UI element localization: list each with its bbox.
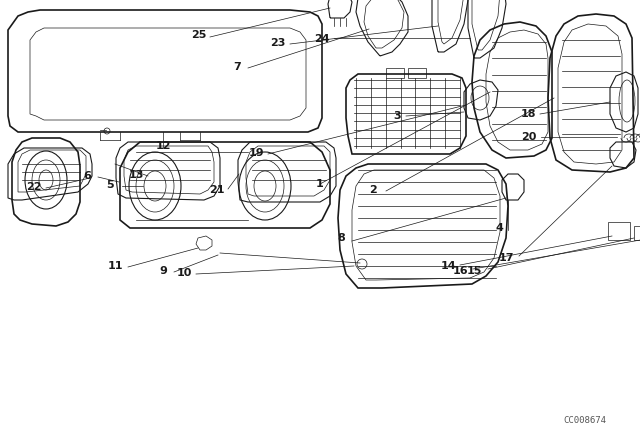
Text: CC008674: CC008674 bbox=[563, 415, 607, 425]
Text: 21: 21 bbox=[209, 185, 225, 195]
Bar bbox=[408, 68, 426, 78]
Text: 14: 14 bbox=[440, 261, 456, 271]
Text: 7: 7 bbox=[233, 62, 241, 72]
Text: 9: 9 bbox=[159, 266, 167, 276]
Text: 13: 13 bbox=[128, 170, 144, 180]
Text: 18: 18 bbox=[520, 109, 536, 119]
Text: 19: 19 bbox=[248, 148, 264, 158]
Text: 17: 17 bbox=[499, 253, 514, 263]
Text: 2: 2 bbox=[369, 185, 377, 195]
Text: 6: 6 bbox=[83, 171, 91, 181]
Text: 11: 11 bbox=[108, 261, 123, 271]
Bar bbox=[608, 222, 630, 240]
Text: 23: 23 bbox=[270, 38, 285, 48]
Text: 3: 3 bbox=[393, 111, 401, 121]
Text: 5: 5 bbox=[106, 180, 114, 190]
Text: 24: 24 bbox=[314, 34, 330, 44]
Text: 1: 1 bbox=[316, 179, 324, 189]
Text: 12: 12 bbox=[156, 141, 171, 151]
Text: 16: 16 bbox=[453, 266, 469, 276]
Text: 22: 22 bbox=[26, 182, 42, 192]
Text: 8: 8 bbox=[337, 233, 345, 243]
Bar bbox=[634, 226, 640, 240]
Bar bbox=[386, 68, 404, 78]
Text: 10: 10 bbox=[176, 268, 192, 278]
Text: 4: 4 bbox=[495, 223, 503, 233]
Text: 25: 25 bbox=[191, 30, 207, 40]
Text: 20: 20 bbox=[522, 132, 537, 142]
Text: 15: 15 bbox=[467, 266, 482, 276]
